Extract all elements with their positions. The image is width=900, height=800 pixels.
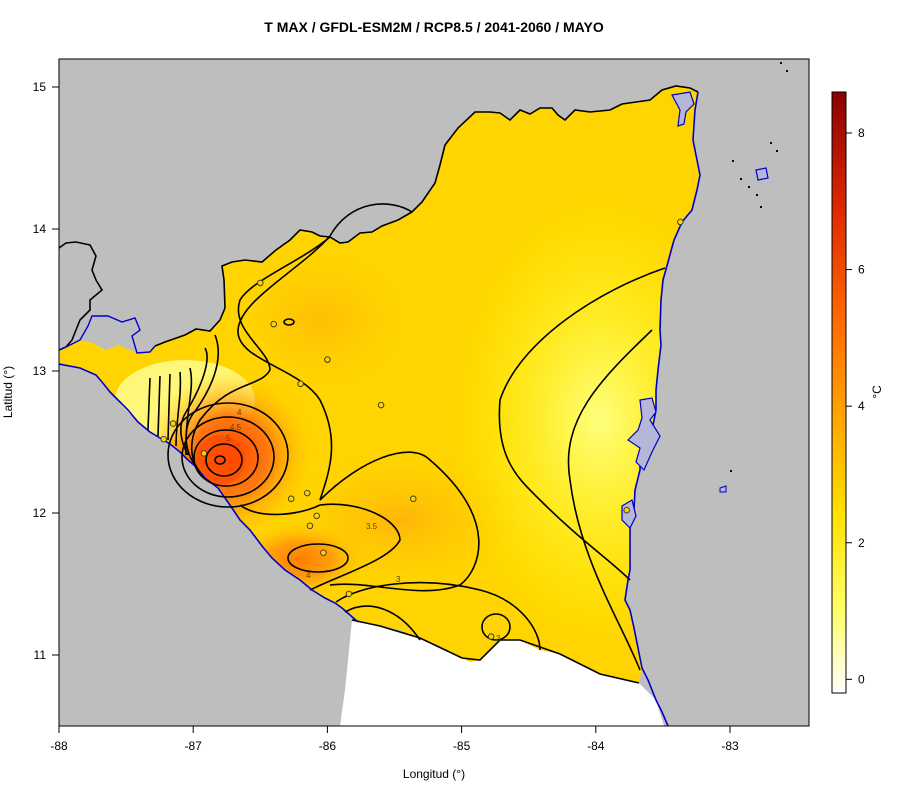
station-marker	[306, 522, 314, 530]
miskito-cays	[730, 62, 788, 472]
lagoon-bluefields	[621, 499, 637, 530]
y-tick-label: 14	[33, 222, 47, 236]
x-tick-label: -88	[50, 739, 68, 753]
x-tick-label: -85	[453, 739, 471, 753]
contour-label: 5	[226, 434, 231, 443]
gulf-coastline	[59, 315, 156, 354]
x-axis: -88 -87 -86 -85 -84 -83 Longitud (°)	[50, 725, 739, 781]
corn-island	[755, 167, 769, 181]
contour-label: 4.5	[230, 423, 242, 432]
station-marker	[623, 506, 630, 514]
contour-label: 4	[306, 571, 311, 580]
x-tick-label: -84	[587, 739, 605, 753]
colorbar-tick-label: 8	[858, 126, 865, 140]
contour-label: 4	[237, 408, 242, 417]
contour-label: 3.5	[366, 522, 378, 531]
station-marker	[257, 279, 264, 287]
station-marker	[169, 420, 177, 427]
station-marker	[270, 320, 277, 328]
lagoon-pearl	[627, 397, 661, 472]
country-border	[59, 241, 104, 351]
honduras-border	[154, 85, 699, 347]
y-tick-label: 12	[33, 506, 47, 520]
colorbar-tick-label: 2	[858, 536, 865, 550]
contour-lines	[147, 203, 666, 671]
x-axis-title: Longitud (°)	[403, 767, 465, 781]
colorbar-unit: °C	[870, 385, 884, 399]
y-tick-label: 15	[33, 80, 47, 94]
x-tick-label: -87	[185, 739, 203, 753]
lagoon-caribbean-north	[671, 91, 695, 127]
y-tick-label: 11	[34, 648, 47, 662]
y-axis: 11 12 13 14 15 Latitud (°)	[1, 80, 60, 662]
colorbar-tick-label: 4	[858, 399, 865, 413]
colorbar-tick-label: 6	[858, 263, 865, 277]
map-title: T MAX / GFDL-ESM2M / RCP8.5 / 2041-2060 …	[264, 19, 604, 35]
station-marker	[313, 512, 320, 520]
station-marker	[345, 590, 353, 598]
y-tick-label: 13	[33, 364, 47, 378]
station-markers	[160, 218, 684, 640]
station-marker	[324, 356, 331, 363]
x-tick-label: -86	[319, 739, 337, 753]
contour-label: 3	[496, 634, 501, 643]
colorbar-tick-label: 0	[858, 672, 865, 686]
station-marker	[297, 380, 304, 388]
small-lake	[719, 485, 727, 493]
station-marker	[160, 435, 167, 443]
x-tick-label: -83	[721, 739, 739, 753]
station-marker	[410, 495, 417, 503]
station-marker	[304, 489, 311, 497]
station-marker	[487, 633, 495, 640]
colorbar: 0 2 4 6 8 °C	[831, 91, 884, 694]
station-marker	[377, 401, 385, 409]
contour-label: 3	[396, 575, 401, 584]
station-marker	[320, 549, 327, 557]
costa-rica-border	[351, 619, 640, 684]
southern-border-area	[340, 620, 664, 726]
station-marker	[200, 450, 208, 457]
colorbar-gradient	[831, 91, 847, 694]
station-marker	[287, 495, 295, 503]
station-marker	[677, 218, 684, 226]
y-axis-title: Latitud (°)	[1, 366, 15, 418]
